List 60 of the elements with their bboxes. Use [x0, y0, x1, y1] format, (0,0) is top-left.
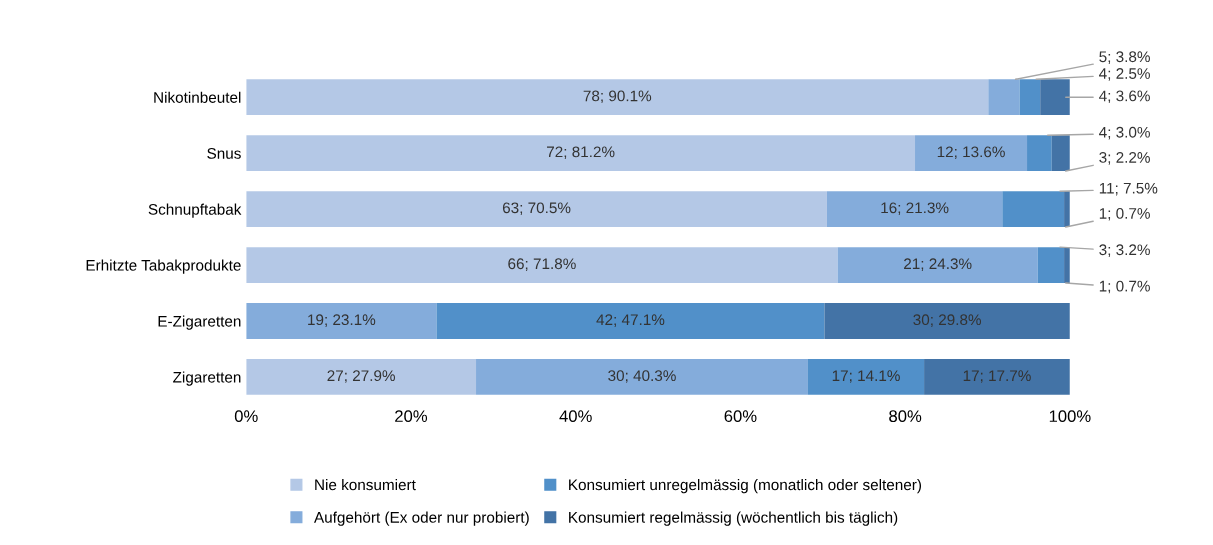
y-tick-label: E-Zigaretten — [158, 315, 241, 330]
data-label: 11; 7.5% — [1099, 182, 1158, 196]
data-label: 1; 0.7% — [1099, 207, 1150, 221]
x-tick-label: 0% — [234, 410, 258, 423]
bar — [436, 303, 825, 339]
data-label: 4; 2.5% — [1099, 68, 1150, 81]
bar — [246, 135, 916, 172]
bar — [246, 303, 437, 339]
data-label: 17; 17.7% — [963, 370, 1031, 383]
data-label: 4; 3.6% — [1099, 90, 1150, 104]
y-tick-label: Zigaretten — [173, 371, 241, 386]
y-tick-label: Nikotinbeutel — [154, 91, 241, 103]
data-label: 21; 24.3% — [904, 258, 972, 271]
data-label: 30; 40.3% — [608, 370, 676, 383]
bar — [1037, 247, 1065, 283]
legend-label: Aufgehört (Ex oder nur probiert) — [314, 511, 529, 526]
y-tick-label: Snus — [207, 148, 241, 159]
bar — [1040, 79, 1070, 116]
legend-label: Konsumiert unregelmässig (monatlich oder seltener) — [569, 478, 922, 494]
x-tick-label: 80% — [889, 410, 922, 423]
bar — [924, 359, 1070, 395]
data-label: 72; 81.2% — [547, 146, 615, 160]
bar — [807, 359, 925, 395]
data-label: 19; 23.1% — [308, 314, 376, 327]
y-tick-label: Schnupftabak — [148, 203, 242, 218]
data-label: 3; 3.2% — [1099, 244, 1150, 257]
data-label: 27; 27.9% — [327, 370, 395, 383]
data-label: 1; 0.7% — [1099, 280, 1150, 294]
data-label: 3; 2.2% — [1099, 152, 1150, 165]
legend-label: Nie konsumiert — [315, 478, 416, 491]
bar — [246, 359, 477, 395]
bar — [1002, 191, 1065, 227]
data-label: 66; 71.8% — [508, 258, 576, 271]
data-label: 42; 47.1% — [596, 314, 665, 327]
x-tick-label: 40% — [559, 410, 592, 423]
bar — [826, 191, 1003, 227]
legend-label: Konsumiert regelmässig (wöchentlich bis täglich) — [569, 511, 898, 526]
data-label: 63; 70.5% — [502, 202, 571, 215]
bar — [246, 191, 827, 227]
bar — [476, 359, 808, 395]
data-label: 78; 90.1% — [583, 90, 652, 104]
bar — [988, 79, 1020, 116]
bar — [1019, 79, 1041, 116]
data-label: 12; 13.6% — [937, 146, 1005, 160]
bar — [837, 247, 1038, 283]
x-tick-label: 20% — [395, 410, 428, 423]
data-label: 17; 14.1% — [832, 370, 900, 383]
bar — [246, 79, 989, 116]
data-label: 30; 29.8% — [913, 314, 982, 327]
bar — [246, 247, 838, 283]
bar — [1027, 135, 1052, 172]
data-label: 16; 21.3% — [881, 202, 949, 215]
bar — [915, 135, 1028, 172]
data-label: 4; 3.0% — [1099, 126, 1150, 140]
x-tick-label: 100% — [1049, 410, 1091, 423]
bar — [1051, 135, 1070, 172]
data-label: 5; 3.8% — [1099, 51, 1150, 64]
y-tick-label: Erhitzte Tabakprodukte — [86, 259, 241, 274]
bar — [824, 303, 1070, 339]
x-tick-label: 60% — [724, 410, 757, 423]
